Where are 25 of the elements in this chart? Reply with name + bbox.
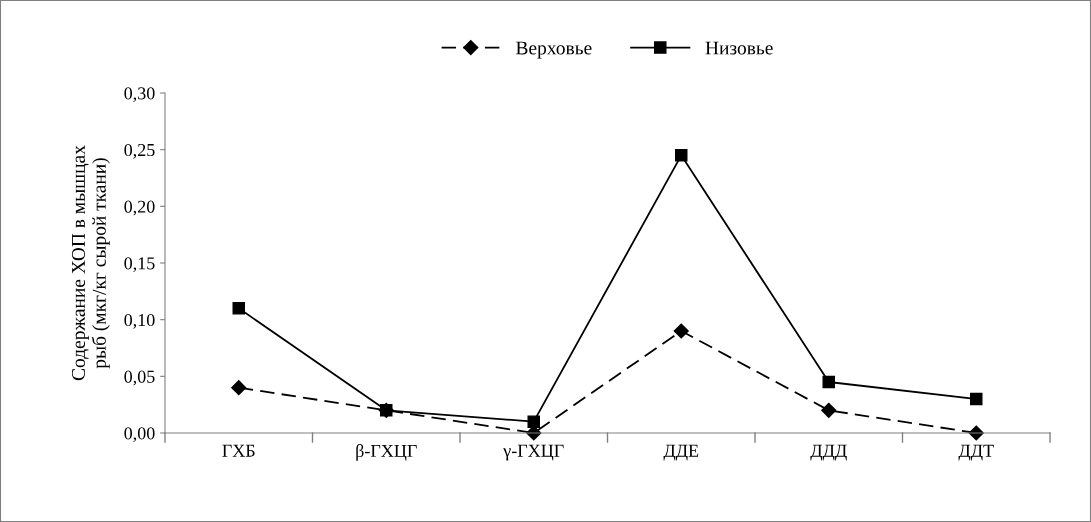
- point: [969, 392, 983, 406]
- point: [674, 149, 688, 162]
- point: [379, 404, 393, 417]
- x-tick-label: β-ГХЦГ: [356, 444, 417, 461]
- x-tick-label: ДДД: [810, 444, 847, 461]
- y-tick-label: 0,15: [124, 257, 155, 273]
- y-tick-label: 0,10: [124, 313, 155, 329]
- y-tick-label: 0,30: [124, 87, 155, 103]
- y-tick-label: 0,00: [124, 427, 155, 443]
- point: [673, 323, 689, 339]
- y-axis-title: Содержание ХОП в мышцах рыб (мкг/кг сырой ткани): [71, 145, 110, 381]
- point: [231, 380, 247, 396]
- legend-label: Верховье: [516, 41, 592, 59]
- x-tick-label: ДДЕ: [663, 444, 699, 461]
- point: [527, 415, 541, 428]
- y-tick-label: 0,25: [124, 143, 155, 159]
- y-tick-label: 0,05: [124, 370, 155, 386]
- point: [822, 375, 836, 389]
- x-tick-label: ДДТ: [958, 444, 994, 461]
- legend-label: Низовье: [705, 41, 773, 55]
- x-tick-label: γ-ГХЦГ: [503, 444, 564, 461]
- point: [232, 302, 246, 315]
- y-tick-label: 0,20: [124, 200, 155, 216]
- x-tick-label: ГХБ: [222, 444, 255, 457]
- point: [821, 402, 837, 418]
